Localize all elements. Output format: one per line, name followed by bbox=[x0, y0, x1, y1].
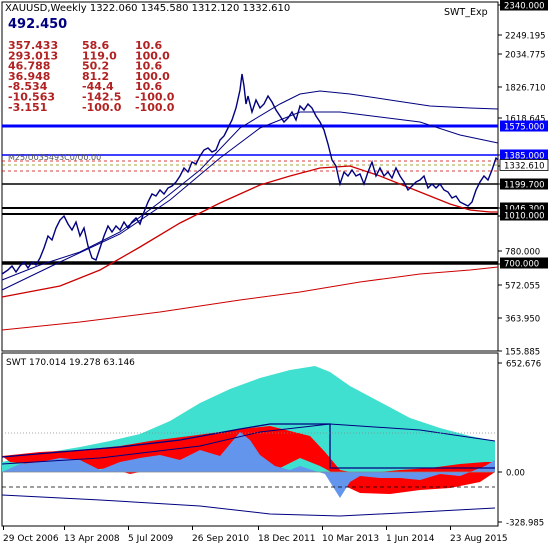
ma-red-line bbox=[1, 165, 498, 298]
big-value: 492.450 bbox=[8, 17, 67, 32]
time-axis: 29 Oct 2006 13 Apr 2008 5 Jul 2009 26 Sep 2… bbox=[3, 526, 508, 544]
ma-navy-line-2 bbox=[1, 111, 499, 291]
stats-cell: 46.788 bbox=[8, 60, 50, 73]
chart-title: XAUUSD,Weekly 1322.060 1345.580 1312.120… bbox=[5, 3, 290, 14]
osc-tick-label: 652.676 bbox=[506, 360, 541, 370]
stats-cell: 36.948 bbox=[8, 70, 50, 83]
x-tick-label: 29 Oct 2006 bbox=[3, 534, 59, 544]
osc-title: SWT 170.014 19.278 63.146 bbox=[6, 358, 135, 368]
main-panel[interactable] bbox=[1, 1, 499, 352]
level-badge[interactable] bbox=[499, 159, 549, 171]
stats-cell: 81.2 bbox=[82, 70, 109, 83]
stats-cell: 100.0 bbox=[135, 70, 170, 83]
axis-tick-label: 363.950 bbox=[505, 315, 540, 325]
x-tick-label: 10 Mar 2013 bbox=[322, 534, 379, 544]
x-tick-label: 13 Apr 2008 bbox=[64, 534, 120, 544]
stats-table: 357.433 58.6 10.6 293.013 119.0 100.0 46.788 50… bbox=[8, 39, 175, 114]
level-badge[interactable] bbox=[500, 257, 548, 269]
stats-cell: 10.6 bbox=[135, 39, 162, 52]
stats-cell: 100.0 bbox=[135, 49, 170, 62]
level-badge-label: 1332.610 bbox=[504, 162, 545, 172]
level-badge-label: 700.000 bbox=[504, 260, 539, 270]
stats-cell: 50.2 bbox=[82, 60, 109, 73]
stats-cell: -142.5 bbox=[82, 91, 121, 104]
level-badge[interactable] bbox=[500, 149, 548, 161]
axis-tick-label: 780.000 bbox=[505, 248, 540, 258]
level-badge[interactable] bbox=[500, 0, 548, 11]
osc-blue-area bbox=[2, 432, 495, 498]
stats-cell: -3.151 bbox=[8, 101, 47, 114]
level-badge-label: 2340.000 bbox=[504, 2, 545, 12]
axis-tick-label: 1618.645 bbox=[505, 115, 546, 125]
indicator-name: SWT_Exp bbox=[444, 7, 488, 18]
x-tick-label: 18 Dec 2011 bbox=[258, 534, 316, 544]
osc-axis: 652.676 0.00 -328.985 bbox=[498, 360, 544, 529]
osc-signal-line bbox=[1, 423, 495, 469]
osc-lower-envelope bbox=[1, 494, 496, 517]
level-badge[interactable] bbox=[500, 209, 548, 221]
axis-tick-label: 2034.775 bbox=[505, 51, 546, 61]
osc-tick-label: -328.985 bbox=[506, 519, 544, 529]
level-badge-label: 1199.700 bbox=[504, 181, 545, 191]
x-tick-label: 1 Jun 2014 bbox=[386, 534, 435, 544]
stats-cell: 58.6 bbox=[82, 39, 109, 52]
level-badge-label: 1385.000 bbox=[504, 152, 545, 162]
stats-cell: -44.4 bbox=[82, 80, 114, 93]
stats-cell: -10.563 bbox=[8, 91, 55, 104]
stats-cell: -100.0 bbox=[135, 91, 175, 104]
osc-upper-envelope bbox=[1, 423, 496, 465]
ma-navy-line bbox=[1, 90, 499, 281]
level-badge-label: 1575.000 bbox=[504, 123, 545, 133]
level-badge-label: 1010.000 bbox=[504, 212, 545, 222]
stats-cell: -8.534 bbox=[8, 80, 48, 93]
ma-dark-red-line bbox=[1, 266, 499, 331]
stats-cell: 10.6 bbox=[135, 80, 162, 93]
x-tick-label: 5 Jul 2009 bbox=[128, 534, 173, 544]
axis-tick-label: 155.885 bbox=[505, 348, 540, 358]
stats-cell: -100.0 bbox=[135, 101, 175, 114]
osc-tick-label: 0.00 bbox=[506, 469, 525, 479]
x-tick-label: 26 Sep 2010 bbox=[192, 534, 249, 544]
axis-tick-label: 1826.710 bbox=[505, 84, 546, 94]
overlap-label: M25/U035493C0/U0.00 bbox=[8, 153, 101, 162]
level-badge[interactable] bbox=[500, 202, 548, 214]
x-tick-label: 23 Aug 2015 bbox=[450, 534, 508, 544]
axis-tick-label: 2249.195 bbox=[505, 32, 546, 42]
axis-tick-label: 572.055 bbox=[505, 282, 540, 292]
stats-cell: 119.0 bbox=[82, 49, 117, 62]
level-badge[interactable] bbox=[500, 178, 548, 190]
stats-cell: -100.0 bbox=[82, 101, 122, 114]
stats-cell: 357.433 bbox=[8, 39, 58, 52]
stats-cell: 293.013 bbox=[8, 49, 58, 62]
level-badge[interactable] bbox=[500, 120, 548, 132]
price-line[interactable] bbox=[1, 73, 499, 275]
stats-cell: 10.6 bbox=[135, 60, 162, 73]
chart-header: XAUUSD,Weekly 1322.060 1345.580 1312.120… bbox=[5, 3, 488, 162]
